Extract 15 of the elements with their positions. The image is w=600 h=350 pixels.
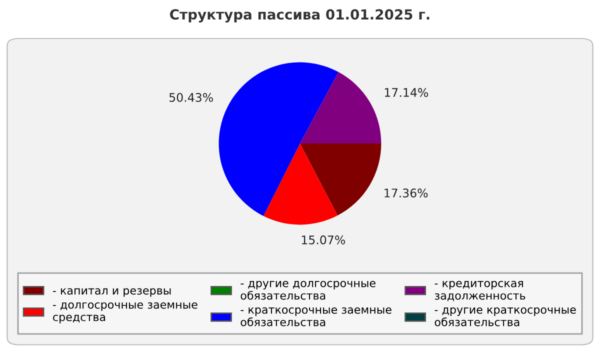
pie-slice bbox=[263, 144, 338, 225]
legend-label: - другие краткосрочные обязательства bbox=[434, 307, 576, 326]
data-label: 17.36% bbox=[384, 188, 428, 198]
pie-slice bbox=[300, 144, 382, 216]
legend-label: - капитал и резервы bbox=[52, 288, 171, 297]
data-label: 17.14% bbox=[384, 88, 428, 97]
chart-title: Структура пассива 01.01.2025 г. bbox=[170, 9, 430, 22]
legend-label: - кредиторская задолженность bbox=[434, 280, 526, 302]
data-label: 15.07% bbox=[302, 235, 346, 244]
pie-slice bbox=[218, 62, 338, 216]
legend-label: - долгосрочные заемные средства bbox=[52, 302, 198, 324]
data-label: 50.43% bbox=[169, 92, 213, 102]
pie-slice bbox=[300, 72, 382, 144]
legend-label: - другие долгосрочные обязательства bbox=[240, 280, 376, 300]
legend-label: - краткосрочные заемные обязательства bbox=[240, 307, 392, 326]
